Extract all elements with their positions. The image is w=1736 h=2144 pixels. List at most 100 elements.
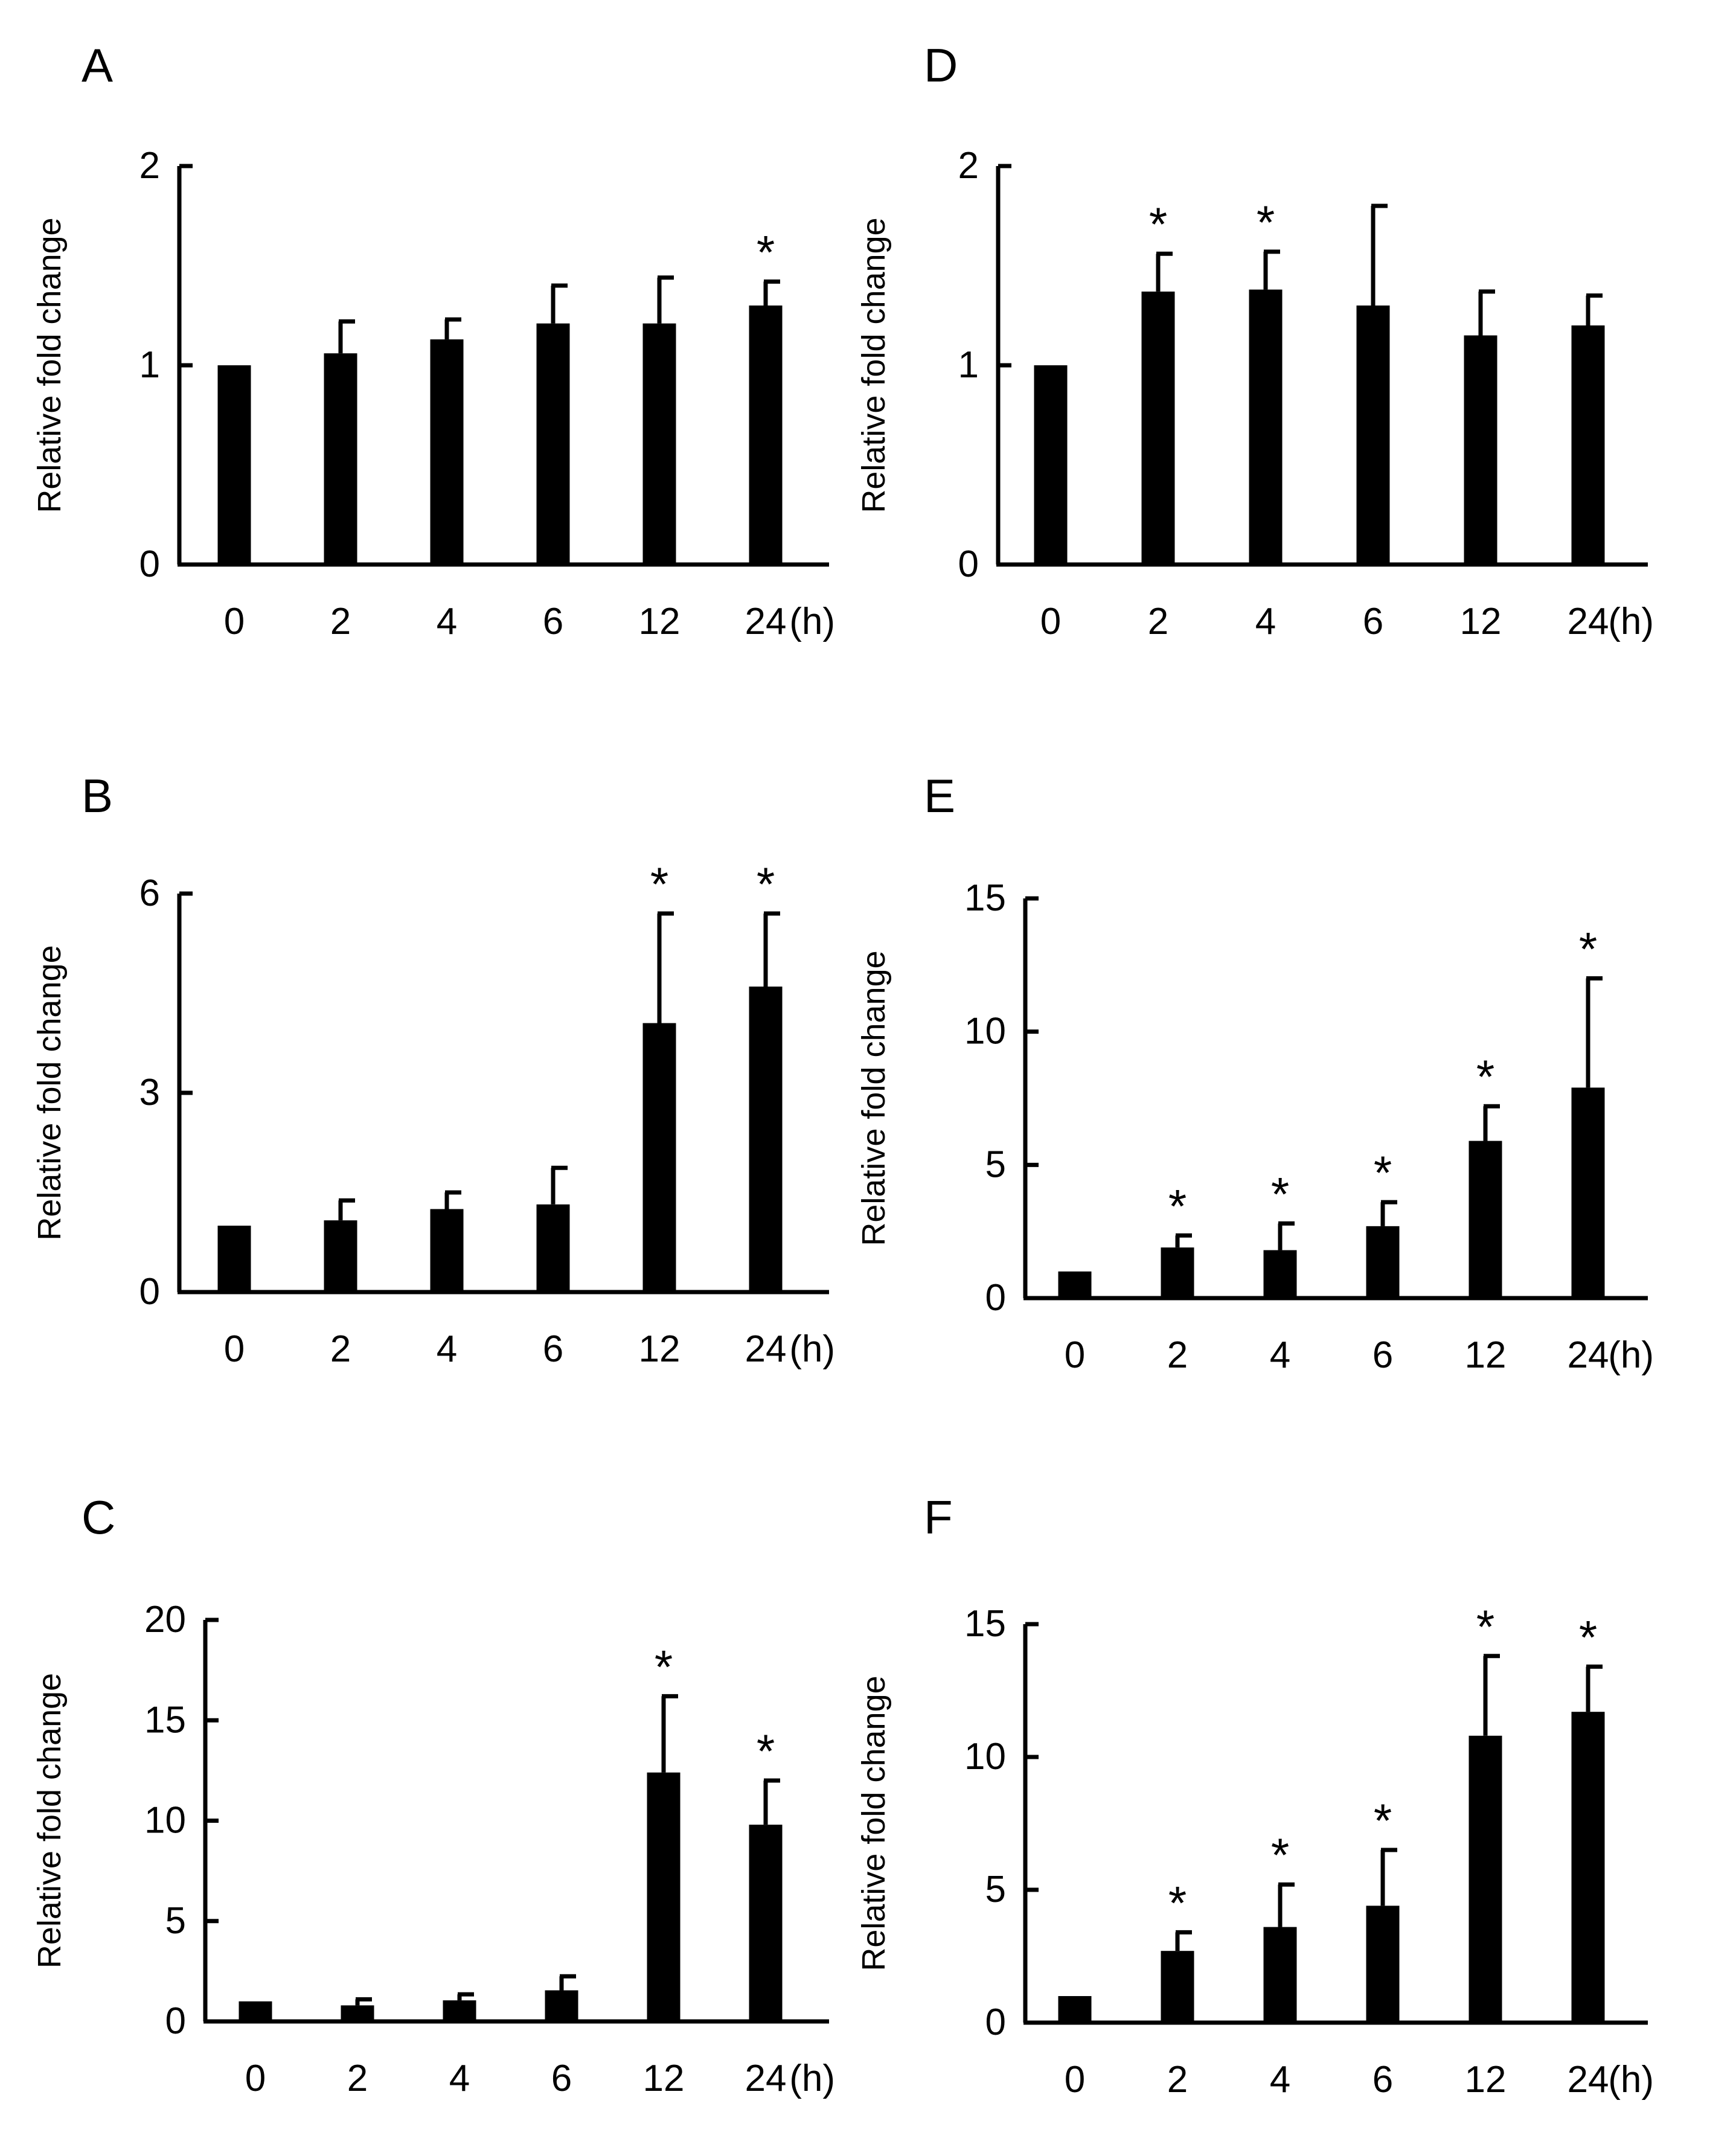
y-tick-label: 1: [958, 344, 979, 386]
y-tick-label: 5: [165, 1900, 186, 1942]
y-tick-label: 10: [964, 1011, 1006, 1052]
bar-4: [430, 339, 464, 565]
y-tick-label: 0: [985, 1277, 1006, 1319]
bar-0: [1034, 365, 1068, 565]
y-tick-label: 0: [139, 543, 160, 585]
significance-marker: *: [1149, 197, 1167, 251]
x-tick-label: 12: [639, 1328, 681, 1370]
x-tick-label: 4: [1270, 2059, 1290, 2101]
bar-12: [1469, 1735, 1502, 2023]
bar-2: [1141, 291, 1175, 565]
x-tick-label: 0: [245, 2058, 266, 2099]
y-tick-label: 6: [139, 872, 160, 914]
y-axis-label: Relative fold change: [31, 945, 68, 1240]
x-tick-label: 4: [1255, 601, 1276, 642]
x-tick-label: 4: [1270, 1334, 1290, 1376]
bar-0: [1058, 1271, 1092, 1298]
x-tick-label: 6: [543, 601, 563, 642]
bar-24: [1571, 1712, 1605, 2023]
x-unit-label: (h): [789, 2058, 835, 2099]
x-tick-label: 0: [1065, 2059, 1085, 2101]
bar-12: [642, 323, 676, 565]
x-tick-label: 12: [643, 2058, 685, 2099]
x-tick-label: 0: [1040, 601, 1061, 642]
x-tick-label: 6: [1372, 1334, 1393, 1376]
significance-marker: *: [1271, 1167, 1289, 1220]
panel-letter: C: [82, 1491, 115, 1544]
bar-24: [1571, 325, 1605, 565]
bar-2: [1161, 1247, 1194, 1298]
significance-marker: *: [1271, 1828, 1289, 1881]
bar-2: [324, 1220, 357, 1292]
significance-marker: *: [655, 1640, 673, 1693]
x-tick-label: 4: [437, 1328, 457, 1370]
y-tick-label: 15: [964, 1603, 1006, 1645]
x-unit-label: (h): [1608, 601, 1654, 642]
y-tick-label: 20: [144, 1599, 186, 1640]
bar-6: [536, 1204, 570, 1292]
bar-6: [1366, 1226, 1400, 1298]
bar-12: [1464, 335, 1497, 565]
significance-marker: *: [1168, 1876, 1187, 1929]
bar-24: [749, 1825, 783, 2021]
bar-6: [545, 1990, 578, 2021]
x-tick-label: 24: [745, 1328, 787, 1370]
significance-marker: *: [1476, 1600, 1494, 1653]
bar-4: [443, 2000, 476, 2021]
panel-letter: A: [82, 39, 113, 92]
y-tick-label: 5: [985, 1869, 1006, 1910]
bar-0: [217, 1226, 251, 1292]
y-tick-label: 10: [964, 1736, 1006, 1778]
significance-marker: *: [757, 1724, 775, 1778]
significance-marker: *: [650, 857, 668, 910]
significance-marker: *: [757, 857, 775, 910]
bar-24: [749, 306, 783, 565]
x-tick-label: 12: [1460, 601, 1502, 642]
significance-marker: *: [1257, 196, 1275, 249]
y-tick-label: 15: [964, 877, 1006, 919]
significance-marker: *: [1476, 1050, 1494, 1103]
bar-4: [1263, 1927, 1297, 2023]
x-unit-label: (h): [789, 601, 835, 642]
y-tick-label: 15: [144, 1699, 186, 1741]
chart-panel-f: F Relative fold change 0 5 10 15 0 * 2 * 4 * 6 * 12 * 24…: [856, 1491, 1654, 2101]
y-tick-label: 1: [139, 344, 160, 386]
panel-letter: D: [924, 39, 958, 92]
significance-marker: *: [757, 225, 775, 278]
y-tick-label: 0: [985, 2002, 1006, 2043]
panel-letter: E: [924, 769, 955, 822]
bar-4: [1249, 289, 1283, 565]
y-tick-label: 2: [139, 145, 160, 187]
bar-2: [324, 353, 357, 565]
bar-2: [341, 2005, 374, 2021]
x-tick-label: 24: [745, 601, 787, 642]
x-tick-label: 6: [1372, 2059, 1393, 2101]
x-tick-label: 4: [449, 2058, 470, 2099]
x-tick-label: 24: [1568, 1334, 1609, 1376]
x-tick-label: 4: [437, 601, 457, 642]
x-unit-label: (h): [1608, 2059, 1654, 2101]
x-tick-label: 2: [1148, 601, 1168, 642]
x-tick-label: 24: [1568, 2059, 1609, 2101]
bar-24: [749, 987, 783, 1292]
x-unit-label: (h): [1608, 1334, 1654, 1376]
panel-letter: F: [924, 1491, 953, 1544]
y-axis-label: Relative fold change: [856, 217, 892, 513]
x-tick-label: 2: [330, 601, 351, 642]
bar-2: [1161, 1951, 1194, 2023]
x-tick-label: 6: [551, 2058, 572, 2099]
y-axis-label: Relative fold change: [856, 1675, 892, 1971]
chart-panel-e: E Relative fold change 0 5 10 15 0 * 2 * 4 * 6 * 12 * 24…: [856, 769, 1654, 1376]
bar-6: [1366, 1906, 1400, 2023]
y-axis-label: Relative fold change: [856, 950, 892, 1246]
x-tick-label: 2: [1167, 1334, 1188, 1376]
y-tick-label: 10: [144, 1800, 186, 1842]
x-tick-label: 2: [1167, 2059, 1188, 2101]
bar-12: [1469, 1141, 1502, 1298]
x-tick-label: 6: [543, 1328, 563, 1370]
bar-12: [642, 1023, 676, 1292]
